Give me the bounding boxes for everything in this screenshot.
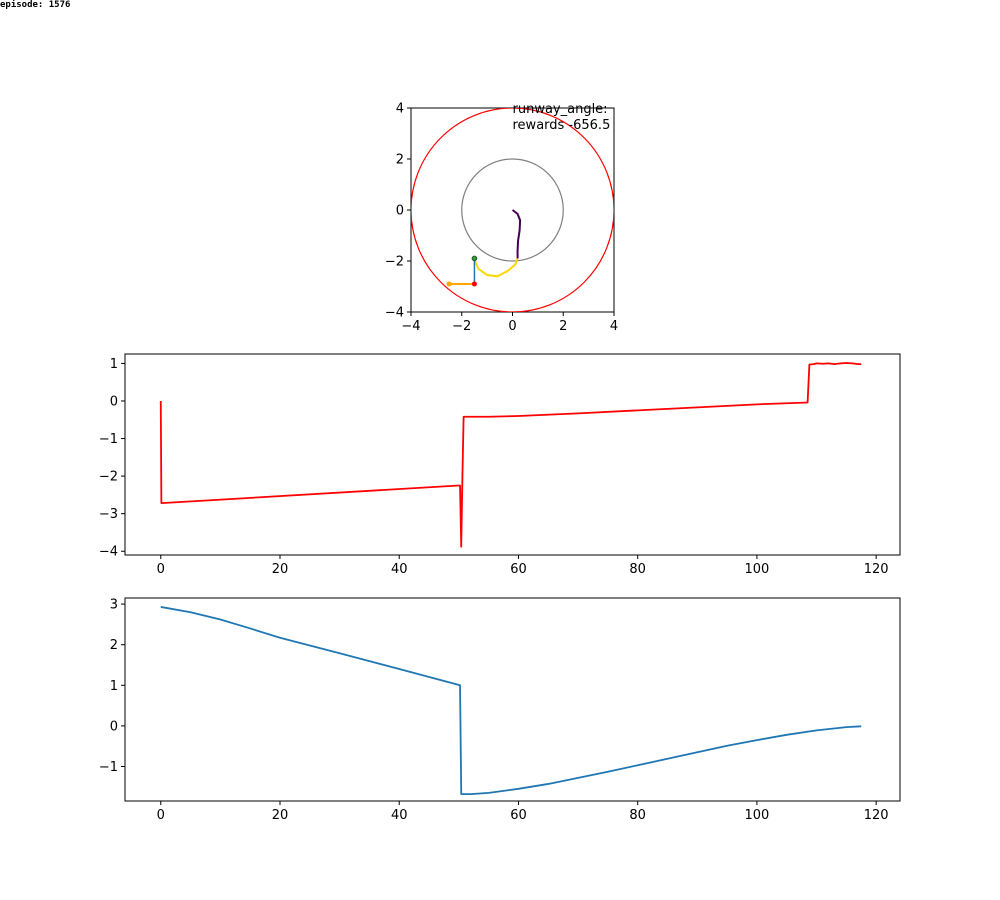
middle-plot-x-tick-label: 100	[745, 562, 770, 577]
middle-plot-y-tick-label: 1	[110, 357, 118, 372]
inner-circle	[461, 158, 564, 262]
episode-label: episode: 1576	[0, 0, 71, 10]
marker-red	[471, 281, 477, 287]
middle-line-plot: 0 20 40 60 80 100 120 −4 −3 −2 −1 0 1	[99, 353, 901, 577]
bottom-plot-y-tick-label: 1	[110, 679, 118, 694]
middle-plot-x-tick-label: 120	[864, 562, 889, 577]
middle-plot-frame	[124, 353, 901, 556]
trajectory-plot: −4 −2 0 2 4 −4 −2 0 2 4 runway_angle:rewards -656.…	[385, 102, 618, 335]
trajectory-y-tick-label: 4	[396, 102, 404, 117]
runway-angle-label: runway_angle:	[513, 102, 608, 117]
middle-plot-x-tick-label: 60	[510, 562, 527, 577]
trajectory-y-tick-label: −4	[385, 306, 404, 321]
trajectory-x-tick-label: 2	[559, 319, 567, 334]
bottom-plot-x-tick-label: 120	[864, 808, 889, 823]
bottom-plot-y-tick-label: 3	[110, 598, 118, 613]
middle-plot-y-tick-label: −1	[99, 432, 118, 447]
trajectory-y-tick-label: 0	[396, 204, 404, 219]
bottom-plot-x-tick-label: 20	[272, 808, 289, 823]
middle-plot-y-tick-label: −2	[99, 470, 118, 485]
bottom-plot-x-tick-label: 40	[391, 808, 408, 823]
bottom-plot-y-tick-label: −1	[99, 760, 118, 775]
bottom-plot-x-tick-label: 60	[510, 808, 527, 823]
bottom-plot-frame	[124, 597, 901, 802]
middle-plot-y-tick-label: −4	[99, 545, 118, 560]
bottom-plot-x-tick-label: 0	[157, 808, 165, 823]
trajectory-x-tick-label: 4	[610, 319, 618, 334]
marker-green	[471, 255, 478, 262]
middle-plot-series-line	[159, 362, 862, 548]
approach-path	[473, 258, 519, 278]
trajectory-x-tick-label: 0	[508, 319, 516, 334]
trajectory-x-tick-label: −2	[452, 319, 471, 334]
trajectory-y-tick-label: −2	[385, 255, 404, 270]
bottom-plot-x-tick-label: 100	[745, 808, 770, 823]
middle-plot-x-tick-label: 20	[272, 562, 289, 577]
bottom-line-plot: 0 20 40 60 80 100 120 −1 0 1 2 3	[99, 597, 901, 823]
middle-plot-x-tick-label: 40	[391, 562, 408, 577]
bottom-plot-y-tick-label: 0	[110, 719, 118, 734]
trajectory-y-tick-label: 2	[396, 153, 404, 168]
trajectory-content	[411, 108, 614, 312]
middle-plot-x-tick-label: 0	[157, 562, 165, 577]
marker-orange	[446, 281, 452, 287]
bottom-plot-y-tick-label: 2	[110, 638, 118, 653]
bottom-plot-x-tick-label: 80	[629, 808, 646, 823]
middle-plot-y-tick-label: −3	[99, 507, 118, 522]
rewards-label: rewards -656.5	[513, 118, 611, 133]
trajectory-x-tick-label: −4	[401, 319, 420, 334]
trajectory-path	[511, 209, 522, 259]
middle-plot-x-tick-label: 80	[629, 562, 646, 577]
middle-plot-y-tick-label: 0	[110, 394, 118, 409]
bottom-plot-series-line	[160, 606, 862, 795]
